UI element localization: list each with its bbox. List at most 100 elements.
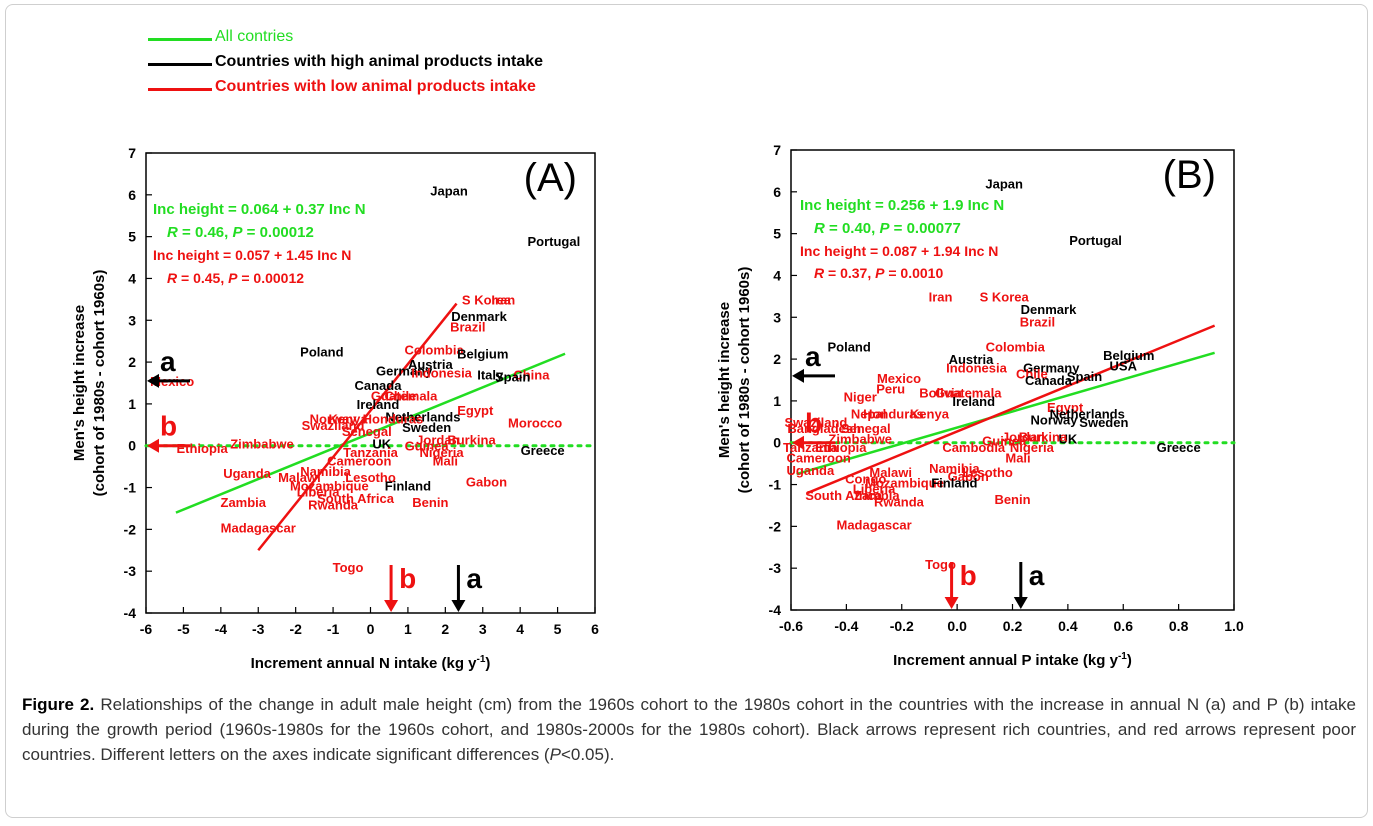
chart-panel-1: -0.6 -0.4 -0.2 0.0 0.2 0.4 0.6 0.8 1.0 -4 -3 -2 -1 0 1… xyxy=(716,142,1244,669)
legend-swatch-high xyxy=(148,63,212,66)
caption-p-symbol: P xyxy=(549,745,561,764)
point-label: Colombia xyxy=(986,340,1046,355)
figure-caption: Figure 2. Relationships of the change in… xyxy=(22,692,1356,767)
regression-line-low xyxy=(807,324,1216,495)
y-tick-label: -4 xyxy=(769,602,782,618)
point-label: Malawi xyxy=(869,465,912,480)
y-tick-label: -3 xyxy=(124,563,137,579)
significance-letter: a xyxy=(805,341,821,372)
x-tick-label: -0.2 xyxy=(890,618,914,634)
caption-text: Relationships of the change in adult mal… xyxy=(22,695,1356,764)
point-label: Rwanda xyxy=(308,497,359,512)
x-axis-arrowhead xyxy=(451,600,466,612)
legend-label-high: Countries with high animal products inta… xyxy=(215,53,544,70)
significance-letter: b xyxy=(805,408,822,439)
equation-p-value: = 0.00012 xyxy=(237,270,304,286)
point-label: Egypt xyxy=(1047,400,1084,415)
y-tick-label: 1 xyxy=(773,393,781,409)
regression-line-all xyxy=(175,352,566,514)
point-label: Zimbabwe xyxy=(230,437,294,452)
point-label: Indonesia xyxy=(411,366,472,381)
point-label: Finland xyxy=(931,475,977,490)
point-label: Togo xyxy=(925,557,956,572)
point-label: Kenya xyxy=(329,412,369,427)
caption-text-end: <0.05). xyxy=(560,745,615,764)
point-label: Denmark xyxy=(451,309,507,324)
chart-panel-0: -6 -5 -4 -3 -2 -1 0 1 2 3 4 5 6 -4 -3 -2 -1 0 1 2 3 4 5 6 7 Incre… xyxy=(71,145,599,672)
point-label: Honduras xyxy=(363,412,424,427)
y-axis-arrowhead xyxy=(792,435,804,450)
legend-swatch-all xyxy=(148,38,212,41)
y-tick-label: -1 xyxy=(124,480,137,496)
point-label: Cameroon xyxy=(327,453,391,468)
point-label: Lesotho xyxy=(345,470,396,485)
equation-r-symbol: R xyxy=(167,270,178,286)
y-tick-label: 7 xyxy=(773,142,781,158)
point-label: Greece xyxy=(1157,440,1201,455)
point-label: Madagascar xyxy=(836,517,911,532)
x-tick-label: -0.4 xyxy=(834,618,858,634)
point-label: USA xyxy=(1110,358,1138,373)
point-label: Jordan xyxy=(416,432,459,447)
point-label: Congo xyxy=(845,471,886,486)
panel-label: (B) xyxy=(1163,153,1216,197)
equation-text: R = 0.40, P = 0.00077 xyxy=(814,220,961,237)
point-label: Zambia xyxy=(854,488,900,503)
x-tick-label: 2 xyxy=(441,621,449,637)
y-tick-label: 4 xyxy=(773,267,781,283)
x-tick-label: 6 xyxy=(591,621,599,637)
point-label: Kenya xyxy=(910,406,950,421)
equation-text: Inc height = 0.087 + 1.94 Inc N xyxy=(800,243,998,259)
point-label: Mozambique xyxy=(290,478,369,493)
point-label: Senegal xyxy=(841,421,891,436)
point-label: Rwanda xyxy=(874,494,925,509)
equation-text: Inc height = 0.057 + 1.45 Inc N xyxy=(153,247,351,263)
point-label: Japan xyxy=(985,176,1023,191)
point-label: Guinea xyxy=(982,434,1027,449)
x-axis-label-end: ) xyxy=(1127,652,1132,669)
point-label: Spain xyxy=(495,370,530,385)
figure-frame xyxy=(5,4,1368,818)
point-label: Niger xyxy=(844,390,877,405)
point-label: China xyxy=(513,368,550,383)
plot-area-frame xyxy=(790,149,1235,611)
point-label: Brazil xyxy=(1020,314,1055,329)
regression-line-low xyxy=(257,302,458,552)
point-label: Jordan xyxy=(1002,429,1045,444)
x-tick-label: 0.2 xyxy=(1003,618,1023,634)
point-label: Uganda xyxy=(787,463,835,478)
x-tick-label: 5 xyxy=(554,621,562,637)
equation-text: Inc height = 0.256 + 1.9 Inc N xyxy=(800,197,1004,214)
point-label: Netherlands xyxy=(1050,406,1125,421)
point-label: Swaziland xyxy=(302,418,365,433)
point-label: Guinea xyxy=(405,439,450,454)
x-tick-label: -1 xyxy=(327,621,340,637)
x-tick-label: 0.6 xyxy=(1114,618,1134,634)
point-label: Germany xyxy=(1023,360,1080,375)
point-label: Iran xyxy=(929,289,953,304)
equation-r-value: = 0.45, xyxy=(177,270,228,286)
equation-text: R = 0.45, P = 0.00012 xyxy=(167,270,304,286)
point-label: Egypt xyxy=(457,403,494,418)
point-label: Burkina xyxy=(447,432,496,447)
point-label: Belgium xyxy=(457,347,508,362)
x-axis-label: Increment annual N intake (kg y-1) xyxy=(251,654,491,672)
x-tick-label: -3 xyxy=(252,621,265,637)
point-label: Indonesia xyxy=(946,360,1007,375)
equation-r-symbol: R xyxy=(814,265,825,281)
point-label: Lesotho xyxy=(962,465,1013,480)
point-label: Honduras xyxy=(863,406,924,421)
point-label: Liberia xyxy=(853,482,896,497)
point-label: Netherlands xyxy=(385,409,460,424)
x-tick-label: -6 xyxy=(140,621,153,637)
point-label: Benin xyxy=(994,492,1030,507)
point-label: Brazil xyxy=(450,320,485,335)
point-label: Sweden xyxy=(402,420,451,435)
point-label: South Africa xyxy=(317,491,395,506)
x-axis-label-end: ) xyxy=(485,655,490,672)
y-tick-label: 1 xyxy=(128,396,136,412)
point-label: Nigeria xyxy=(420,445,465,460)
point-label: Austria xyxy=(949,352,995,367)
equation-p-value: = 0.0010 xyxy=(884,265,943,281)
